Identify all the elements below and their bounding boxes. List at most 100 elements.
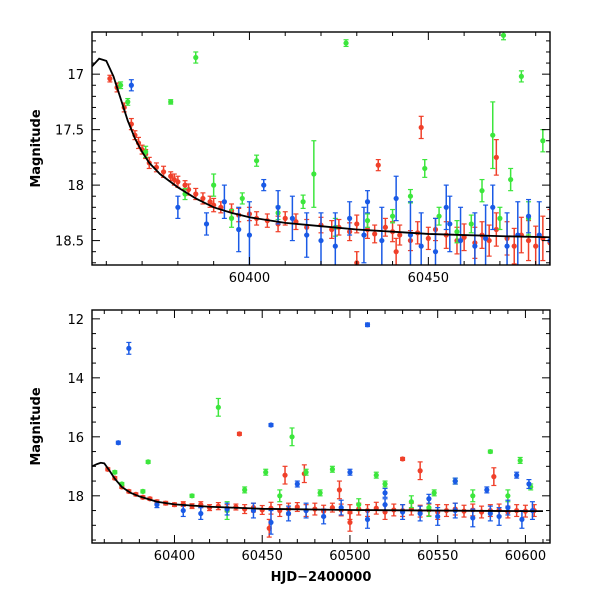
data-point <box>470 515 476 521</box>
data-point <box>321 513 327 520</box>
data-point <box>347 469 353 475</box>
data-point <box>338 505 344 511</box>
data-point <box>354 221 360 227</box>
data-point <box>372 231 378 237</box>
data-point <box>193 191 199 197</box>
y-tick-label: 17 <box>67 68 84 83</box>
data-point <box>261 182 267 188</box>
y-axis: 12 14 16 18 <box>67 313 550 541</box>
data-point <box>143 149 149 155</box>
y-tick-label: 14 <box>67 372 84 387</box>
data-point <box>382 490 388 496</box>
data-point <box>373 472 379 478</box>
data-point <box>393 249 399 255</box>
data-point <box>203 221 210 227</box>
data-point <box>490 204 496 210</box>
data-point <box>263 469 269 475</box>
data-point <box>452 478 458 484</box>
data-point <box>382 502 388 508</box>
data-point <box>407 193 414 199</box>
data-point <box>160 169 167 175</box>
data-point <box>533 243 539 249</box>
data-point <box>382 481 388 487</box>
data-point <box>493 226 499 233</box>
data-point <box>300 199 306 205</box>
data-point <box>493 154 499 160</box>
data-point <box>504 243 510 249</box>
data-point <box>239 195 245 202</box>
data-point <box>107 76 113 82</box>
data-point <box>311 171 317 177</box>
data-point <box>435 513 441 520</box>
data-point <box>540 138 546 144</box>
data-point <box>282 215 288 221</box>
plot-frame <box>91 309 551 544</box>
data-point <box>242 487 248 493</box>
x-axis: 60400 60450 <box>105 32 537 286</box>
data-point <box>304 232 310 238</box>
data-point <box>364 322 371 328</box>
data-point <box>356 502 362 508</box>
data-point <box>511 243 517 249</box>
data-point <box>505 505 511 511</box>
data-point <box>317 490 323 496</box>
data-point <box>490 132 496 138</box>
data-point <box>479 188 485 194</box>
data-point <box>168 173 174 179</box>
data-point <box>294 504 300 510</box>
data-point <box>484 487 490 493</box>
y-tick-label: 12 <box>67 313 84 328</box>
data-point <box>500 32 507 38</box>
data-point <box>246 232 253 238</box>
data-point <box>525 213 532 219</box>
model-curve <box>92 461 543 513</box>
data-point <box>175 204 181 210</box>
data-point <box>282 472 288 478</box>
data-point <box>200 195 206 202</box>
data-point <box>215 404 221 410</box>
data-point <box>457 237 464 244</box>
data-point <box>426 505 432 511</box>
data-point <box>393 195 399 202</box>
data-point <box>289 434 295 440</box>
data-point <box>514 472 520 478</box>
data-point <box>275 204 281 210</box>
data-point <box>482 235 489 241</box>
x-tick-label: 60450 <box>408 271 449 286</box>
data-point <box>436 213 442 219</box>
data-point <box>211 182 217 188</box>
x-tick-label: 60550 <box>417 549 458 564</box>
x-tick-label: 60500 <box>329 549 370 564</box>
data-point <box>180 507 186 514</box>
data-point <box>236 226 242 233</box>
data-point <box>418 243 424 249</box>
data-point <box>228 215 235 221</box>
x-axis: 60400 60450 60500 60550 60600 <box>103 310 546 564</box>
data-point <box>285 510 292 517</box>
data-point <box>112 469 118 475</box>
data-point <box>382 224 389 230</box>
data-point <box>426 496 432 502</box>
data-point <box>193 54 199 61</box>
y-tick-label: 18 <box>67 490 84 505</box>
data-point <box>431 490 437 496</box>
plot-area <box>92 322 543 538</box>
data-point <box>417 468 423 474</box>
data-point <box>168 99 174 105</box>
y-tick-label: 18 <box>67 179 84 194</box>
data-point <box>454 229 460 235</box>
series-green <box>112 397 534 521</box>
data-point <box>221 199 227 205</box>
data-point <box>318 237 324 244</box>
x-tick-label: 60400 <box>229 271 270 286</box>
data-point <box>207 199 213 205</box>
data-point <box>468 221 474 227</box>
data-point <box>329 466 336 472</box>
data-point <box>343 40 349 46</box>
data-point <box>418 124 424 131</box>
data-point <box>175 179 181 185</box>
y-axis-title: Magnitude <box>29 109 44 188</box>
data-point <box>268 519 274 525</box>
data-point <box>517 457 523 464</box>
data-point <box>379 237 385 244</box>
